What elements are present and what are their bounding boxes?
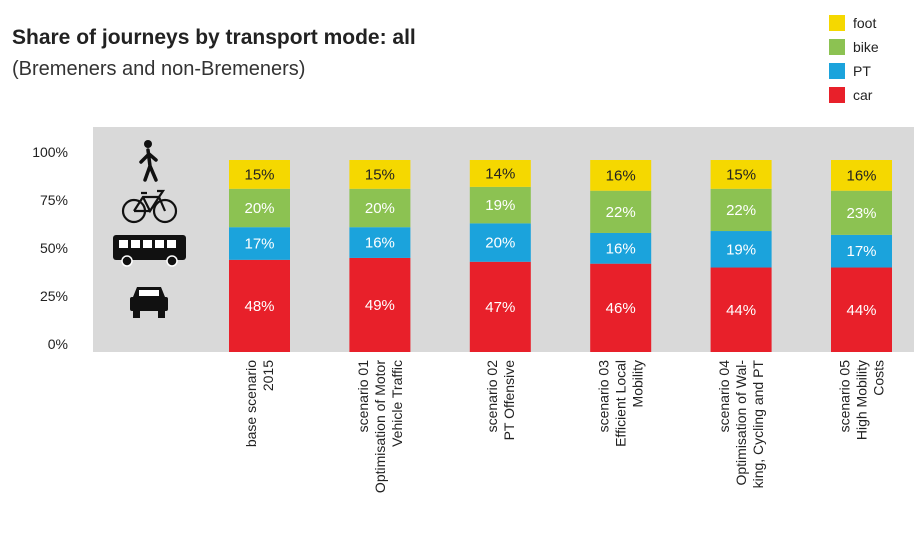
data-label-foot: 16% [846, 167, 876, 184]
category-label-line: High Mobility [854, 360, 870, 440]
category-label-line: base scenario [243, 360, 259, 447]
data-label-foot: 15% [365, 166, 395, 183]
legend-label-car: car [853, 87, 873, 103]
data-label-PT: 19% [726, 241, 756, 258]
walking-person-icon [139, 140, 158, 182]
category-label: scenario 05 High Mobility Costs [837, 360, 887, 440]
category-label-line: 2015 [260, 360, 276, 391]
category-label-line: scenario 05 [837, 360, 853, 433]
data-label-bike: 20% [244, 200, 274, 217]
legend: foot bike PT car [829, 15, 879, 103]
data-label-car: 44% [726, 302, 756, 319]
bar-segment-car [349, 257, 411, 352]
category-label-line: Efficient Local [613, 360, 629, 447]
category-label-line: king, Cycling and PT [750, 360, 766, 489]
bar-segment-PT [831, 234, 892, 268]
category-labels: base scenario 2015 scenario 01 Optimisation… [243, 360, 887, 493]
category-label-line: PT Offensive [501, 360, 517, 441]
data-label-PT: 16% [365, 235, 395, 252]
bar-segment-bike [710, 188, 772, 232]
data-label-PT: 20% [485, 235, 515, 252]
category-label-line: scenario 01 [355, 360, 371, 433]
category-label: base scenario 2015 [243, 360, 276, 447]
data-label-bike: 20% [365, 200, 395, 217]
category-label-line: Optimisation of Motor [372, 360, 388, 493]
bar-segment-foot [831, 160, 892, 191]
y-tick-label: 25% [40, 288, 68, 304]
data-label-car: 49% [365, 297, 395, 314]
legend-label-foot: foot [853, 15, 876, 31]
data-label-car: 44% [846, 302, 876, 319]
legend-swatch-bike [829, 39, 845, 55]
data-label-bike: 19% [485, 197, 515, 214]
legend-label-bike: bike [853, 39, 879, 55]
data-label-foot: 15% [726, 166, 756, 183]
category-label-line: scenario 04 [716, 360, 732, 433]
bar-segment-bike [590, 190, 652, 233]
legend-swatch-car [829, 87, 845, 103]
data-label-car: 48% [244, 298, 274, 315]
legend-label-PT: PT [853, 63, 871, 79]
bar-segment-bike [349, 188, 411, 228]
category-label: scenario 03 Efficient Local Mobility [596, 360, 646, 447]
category-label: scenario 04 Optimisation of Wal-king, Cyc… [716, 360, 766, 489]
data-label-PT: 16% [606, 240, 636, 257]
data-label-foot: 16% [606, 167, 636, 184]
bars: 48% 17% 20% 15% 49% 16% 20% 15% 47% 20% 19% 14% 46% 1… [229, 160, 892, 352]
bar-segment-car [710, 267, 772, 352]
data-label-car: 46% [606, 300, 636, 317]
bar-segment-foot [710, 160, 772, 189]
bar-segment-foot [229, 160, 290, 189]
bar-segment-car [831, 267, 892, 352]
category-label: scenario 02 PT Offensive [484, 360, 517, 441]
category-label: scenario 01 Optimisation of Motor Vehicle … [355, 360, 405, 493]
bar-segment-bike [229, 188, 290, 228]
category-label-line: scenario 02 [484, 360, 500, 433]
bus-icon [113, 235, 186, 267]
car-icon [130, 287, 168, 318]
y-tick-label: 50% [40, 240, 68, 256]
data-label-bike: 22% [606, 204, 636, 221]
data-label-car: 47% [485, 299, 515, 316]
legend-swatch-foot [829, 15, 845, 31]
y-tick-label: 75% [40, 192, 68, 208]
chart-title: Share of journeys by transport mode: all [12, 26, 416, 49]
data-label-PT: 17% [846, 243, 876, 260]
data-label-foot: 15% [244, 166, 274, 183]
y-tick-label: 100% [32, 144, 68, 160]
category-label-line: Optimisation of Wal- [733, 360, 749, 486]
bar-segment-PT [469, 223, 531, 262]
bicycle-icon [121, 189, 178, 224]
data-label-PT: 17% [244, 236, 274, 253]
bar-segment-PT [590, 232, 652, 264]
category-label-line: Vehicle Traffic [389, 360, 405, 447]
bar-segment-PT [710, 231, 772, 268]
bar-segment-foot [349, 160, 411, 189]
bar-segment-foot [590, 160, 652, 191]
bar-segment-car [469, 261, 531, 352]
bar-segment-bike [469, 186, 531, 224]
data-label-foot: 14% [485, 165, 515, 182]
bar-segment-bike [831, 190, 892, 235]
bar-segment-car [229, 259, 290, 352]
category-label-line: Costs [871, 360, 887, 396]
bar-segment-PT [229, 227, 290, 260]
y-tick-label: 0% [48, 336, 68, 352]
y-axis: 0% 25% 50% 75% 100% [32, 144, 68, 352]
category-label-line: scenario 03 [596, 360, 612, 433]
bar-segment-car [590, 263, 652, 352]
chart-subtitle: (Bremeners and non-Bremeners) [12, 58, 306, 80]
category-label-line: Mobility [630, 360, 646, 407]
legend-swatch-PT [829, 63, 845, 79]
data-label-bike: 22% [726, 202, 756, 219]
data-label-bike: 23% [846, 205, 876, 222]
bar-segment-foot [469, 160, 531, 187]
bar-segment-PT [349, 227, 411, 258]
